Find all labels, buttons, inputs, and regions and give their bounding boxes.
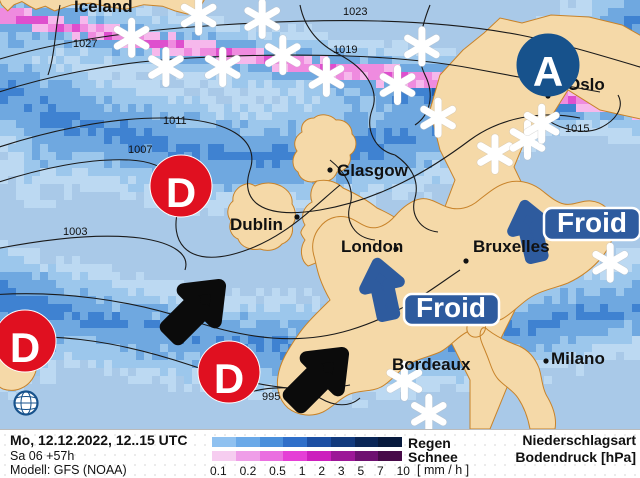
svg-text:Bordeaux: Bordeaux: [392, 355, 471, 374]
svg-text:Bruxelles: Bruxelles: [473, 237, 550, 256]
svg-text:Froid: Froid: [557, 207, 627, 238]
svg-text:1003: 1003: [63, 226, 87, 238]
svg-text:Iceland: Iceland: [74, 0, 133, 16]
svg-text:Milano: Milano: [551, 349, 605, 368]
svg-text:1011: 1011: [163, 115, 187, 127]
svg-text:1019: 1019: [333, 44, 357, 56]
svg-text:London: London: [341, 237, 403, 256]
svg-text:D: D: [166, 169, 196, 216]
svg-text:995: 995: [262, 391, 280, 403]
svg-text:1015: 1015: [565, 123, 589, 135]
svg-text:Dublin: Dublin: [230, 215, 283, 234]
svg-text:D: D: [10, 324, 40, 371]
svg-text:1007: 1007: [128, 144, 152, 156]
svg-text:D: D: [214, 355, 244, 402]
svg-text:Glasgow: Glasgow: [337, 161, 409, 180]
svg-text:A: A: [533, 48, 563, 95]
svg-text:1027: 1027: [73, 38, 97, 50]
svg-text:1023: 1023: [343, 6, 367, 18]
svg-text:Froid: Froid: [416, 292, 486, 323]
